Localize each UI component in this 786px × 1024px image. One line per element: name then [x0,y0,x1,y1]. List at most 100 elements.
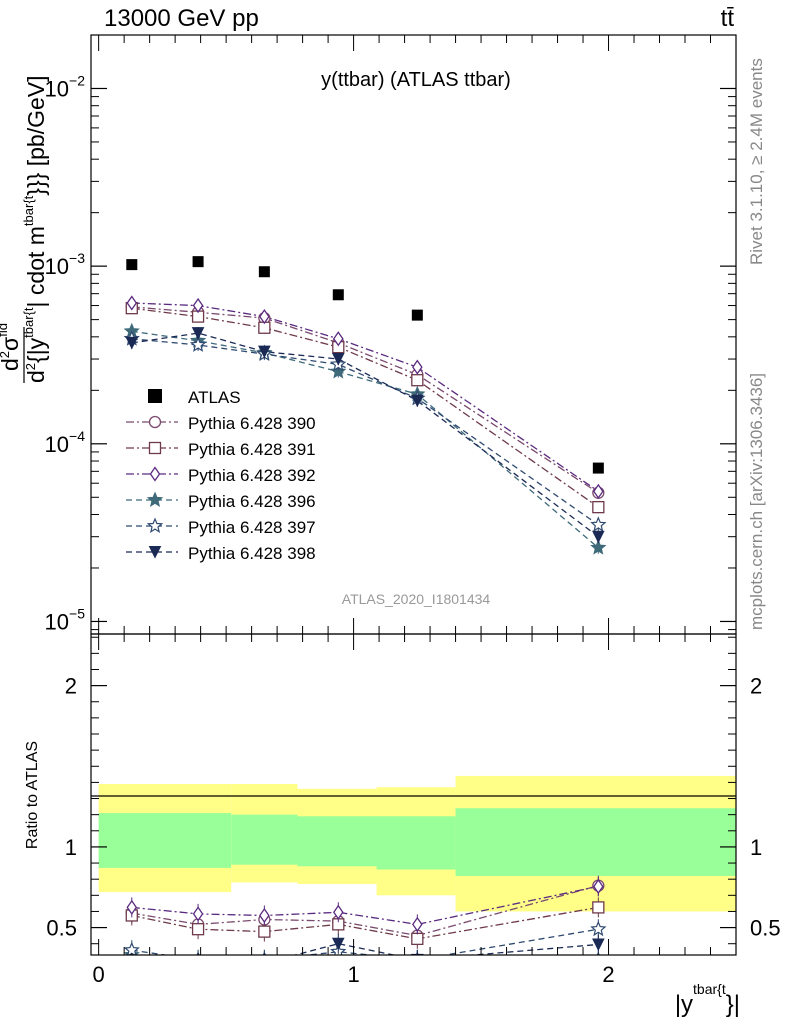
ratio-series-markers [123,875,607,969]
ratio-marker-series-4 [590,920,607,937]
atlas-data-point [332,289,344,301]
ratio-marker-series-5 [592,938,605,952]
ratio-y-tick-label-right: 2 [750,674,762,699]
main-line-series-2 [131,302,599,492]
x-tick-label: 1 [347,962,359,987]
main-marker-series-5 [411,394,424,408]
ratio-y-tick-label: 2 [65,674,77,699]
x-tick-label: 2 [602,962,614,987]
ratio-marker-series-1 [592,901,605,914]
atlas-data-point [192,256,204,268]
main-y-tick-label: 10−4 [45,428,86,457]
main-line-series-5 [131,332,599,538]
main-y-tick-label: 10−3 [45,250,86,279]
main-y-tick-label: 10−5 [45,605,86,634]
energy-label: 13000 GeV pp [104,5,259,32]
ratio-line-series-2 [131,885,599,926]
main-marker-series-5 [191,327,205,340]
main-marker-series-1 [411,374,424,387]
ratio-marker-series-2 [259,907,270,924]
main-marker-series-2 [333,331,344,347]
legend-marker-1 [148,441,162,455]
x-axis-label: |ytbar{t}| [675,981,740,1018]
watermark: ATLAS_2020_I1801434 [342,591,491,607]
ratio-band-green-3 [376,816,456,870]
main-marker-series-2 [412,359,423,375]
atlas-data-points [126,256,604,474]
ratio-marker-series-5 [331,937,345,951]
ratio-marker-series-5 [126,958,137,969]
legend-marker-3 [146,491,164,507]
ratio-marker-series-2 [333,904,344,920]
ratio-series-lines [131,884,599,955]
ratio-y-axis-label: Ratio to ATLAS [24,741,41,849]
main-line-series-1 [131,307,599,508]
ratio-y-tick-label-right: 1 [750,835,762,860]
main-series-markers [123,295,607,555]
ratio-band-green-0 [98,813,232,868]
legend: ATLAS Pythia 6.428 390 Pythia 6.428 391 Pyt… [126,388,316,563]
main-series-lines [131,302,599,549]
ratio-y-tick-label: 0.5 [46,916,77,941]
legend-label-atlas: ATLAS [188,388,241,407]
main-marker-series-4 [189,336,207,352]
ratio-line-series-1 [131,906,599,940]
legend-label-2: Pythia 6.428 392 [188,466,316,485]
legend-label-3: Pythia 6.428 396 [188,492,316,511]
ratio-marker-series-1 [411,932,424,946]
ratio-marker-series-2 [126,899,138,916]
ratio-band-green-4 [455,808,736,876]
ratio-marker-series-2 [192,906,204,922]
legend-label-0: Pythia 6.428 390 [188,414,316,433]
rivet-label: Rivet 3.1.10, ≥ 2.4M events [747,58,766,265]
ratio-band-green-1 [231,814,298,865]
main-marker-series-5 [258,345,271,359]
legend-marker-2 [149,466,161,482]
main-marker-series-3 [590,539,607,555]
main-line-series-0 [131,306,599,494]
legend-marker-0 [148,415,162,429]
legend-marker-5 [148,546,162,559]
svg-text:d2{|ytbar{t| cdot mtbar{t}}} [: d2{|ytbar{t| cdot mtbar{t}}} [pb/GeV] [21,75,49,383]
ratio-marker-series-2 [593,878,604,895]
ratio-uncertainty-bands [98,775,736,912]
main-y-tick-label: 10−2 [45,72,86,101]
main-marker-series-5 [331,353,345,366]
ratio-y-tick-label: 1 [65,835,77,860]
ratio-marker-series-1 [191,923,205,936]
legend-marker-4 [146,517,164,533]
main-marker-series-5 [125,336,139,350]
process-label: tt̄ [721,5,735,32]
ratio-marker-series-5 [193,958,204,969]
main-y-axis-label: d2{|ytbar{t| cdot mtbar{t}}} [pb/GeV] d2… [0,75,49,383]
atlas-data-point [592,462,604,474]
main-marker-series-4 [590,516,607,532]
ratio-marker-series-1 [258,925,271,938]
main-marker-series-5 [592,530,605,544]
main-marker-series-1 [592,500,605,514]
ratio-line-series-5 [292,943,599,955]
main-marker-series-2 [593,483,604,499]
main-axes-ticks: 10−2 10−3 10−4 10−5 [45,34,737,634]
ratio-band-green-2 [297,816,377,867]
ratio-plot-frame [90,633,737,956]
svg-text:d2σfid: d2σfid [0,323,23,371]
legend-label-1: Pythia 6.428 391 [188,440,316,459]
ratio-marker-series-2 [412,916,423,932]
legend-label-5: Pythia 6.428 398 [188,544,316,563]
main-marker-series-2 [192,297,204,314]
main-line-series-4 [131,338,599,526]
x-tick-label: 0 [93,962,105,987]
atlas-data-point [411,309,423,321]
ratio-marker-series-5 [411,953,424,955]
main-marker-series-3 [330,363,347,379]
main-marker-series-2 [126,295,138,311]
atlas-data-point [126,259,138,271]
ratio-axes-ticks: 0.5 0.5 1 1 2 2 0 1 2 [46,634,781,987]
legend-label-4: Pythia 6.428 397 [188,518,316,537]
mcplots-label: mcplots.cern.ch [arXiv:1306.3436] [747,373,766,630]
ratio-y-tick-label-right: 0.5 [750,916,781,941]
main-marker-series-2 [259,308,270,325]
plot-title: y(ttbar) (ATLAS ttbar) [321,69,511,91]
